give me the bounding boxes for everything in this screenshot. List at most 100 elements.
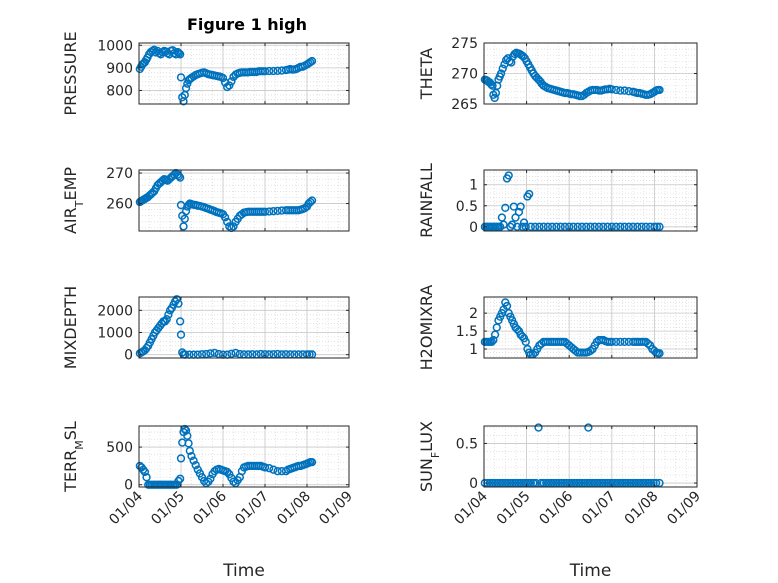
y-tick-label: 260	[106, 197, 133, 213]
data-point	[590, 222, 599, 231]
axes-box	[138, 42, 350, 105]
y-tick-label: 500	[106, 440, 133, 456]
data-point	[530, 222, 540, 231]
y-axis-label: AIRTEMP	[61, 167, 86, 234]
data-point	[496, 478, 505, 488]
data-point	[191, 461, 200, 470]
y-axis-label-main: H2OMIXRA	[417, 285, 436, 371]
data-point	[490, 478, 500, 488]
data-point	[628, 222, 638, 231]
y-axis-label: RAINFALL	[417, 163, 436, 238]
data-point	[643, 339, 653, 348]
y-axis-label: PRESSURE	[61, 31, 80, 115]
data-point	[605, 478, 615, 488]
data-point	[626, 478, 635, 488]
data-point	[562, 478, 571, 488]
data-point	[496, 69, 506, 78]
axes-box	[138, 296, 350, 359]
y-tick-label: 2	[469, 306, 478, 322]
data-point	[231, 348, 240, 358]
data-point	[235, 349, 244, 359]
x-axis-label: Time	[569, 561, 612, 581]
data-point	[180, 214, 189, 223]
data-point	[552, 478, 561, 488]
data-point	[518, 222, 527, 231]
data-point	[176, 454, 186, 463]
data-point	[508, 478, 518, 488]
data-point	[641, 222, 651, 231]
x-axis-label: Time	[222, 561, 265, 581]
data-point	[547, 478, 556, 488]
series-markers	[480, 423, 664, 488]
data-point	[652, 222, 662, 231]
data-point	[521, 222, 530, 231]
y-tick-label: 1	[469, 178, 478, 194]
data-point	[174, 49, 184, 58]
data-point	[582, 222, 591, 231]
data-point	[590, 478, 599, 488]
data-point	[595, 478, 605, 488]
data-point	[506, 478, 515, 488]
data-point	[586, 346, 595, 355]
data-point	[142, 473, 151, 482]
data-point	[516, 202, 525, 211]
data-point	[573, 222, 582, 231]
data-point	[536, 478, 546, 488]
y-tick-label: 2000	[97, 303, 133, 319]
data-point	[503, 478, 513, 488]
data-point	[575, 478, 584, 488]
data-point	[569, 222, 578, 231]
data-point	[227, 349, 236, 358]
data-point	[513, 222, 522, 231]
data-point	[535, 222, 544, 231]
y-axis-label-main: RAINFALL	[417, 163, 436, 238]
series-markers	[480, 171, 664, 231]
data-point	[225, 81, 234, 90]
data-point	[525, 189, 534, 199]
data-point	[559, 478, 569, 488]
data-point	[567, 478, 576, 488]
data-point	[306, 197, 315, 207]
data-point	[636, 478, 645, 488]
data-point	[307, 457, 317, 467]
data-point	[633, 222, 642, 231]
data-point	[603, 478, 612, 488]
data-point	[176, 317, 185, 326]
data-point	[539, 478, 548, 488]
data-point	[206, 349, 215, 358]
data-point	[544, 478, 553, 488]
data-point	[179, 222, 188, 231]
data-point	[176, 50, 185, 59]
y-tick-label: 1	[469, 342, 478, 358]
y-axis-label-main: AIR	[61, 207, 80, 234]
data-point	[608, 478, 617, 488]
data-point	[526, 478, 536, 488]
data-point	[593, 478, 602, 488]
data-point	[187, 451, 196, 461]
data-point	[542, 478, 551, 488]
y-axis-label: TERRMSL	[61, 421, 86, 493]
data-point	[556, 222, 565, 231]
data-point	[588, 478, 597, 488]
data-point	[256, 349, 265, 359]
y-tick-label: 1.5	[456, 324, 478, 340]
data-point	[628, 478, 638, 488]
data-point	[618, 478, 628, 488]
data-point	[611, 337, 621, 347]
series-markers	[135, 45, 317, 106]
data-point	[519, 218, 529, 227]
data-point	[586, 222, 595, 231]
data-point	[549, 478, 559, 488]
data-point	[220, 213, 230, 222]
data-point	[501, 203, 510, 213]
data-point	[526, 222, 536, 231]
data-point	[534, 423, 543, 432]
data-point	[174, 171, 184, 181]
data-point	[560, 222, 570, 231]
data-point	[140, 467, 150, 477]
data-point	[616, 222, 625, 231]
data-point	[223, 217, 232, 227]
data-point	[655, 478, 664, 488]
data-point	[598, 478, 607, 488]
data-point	[607, 337, 616, 347]
